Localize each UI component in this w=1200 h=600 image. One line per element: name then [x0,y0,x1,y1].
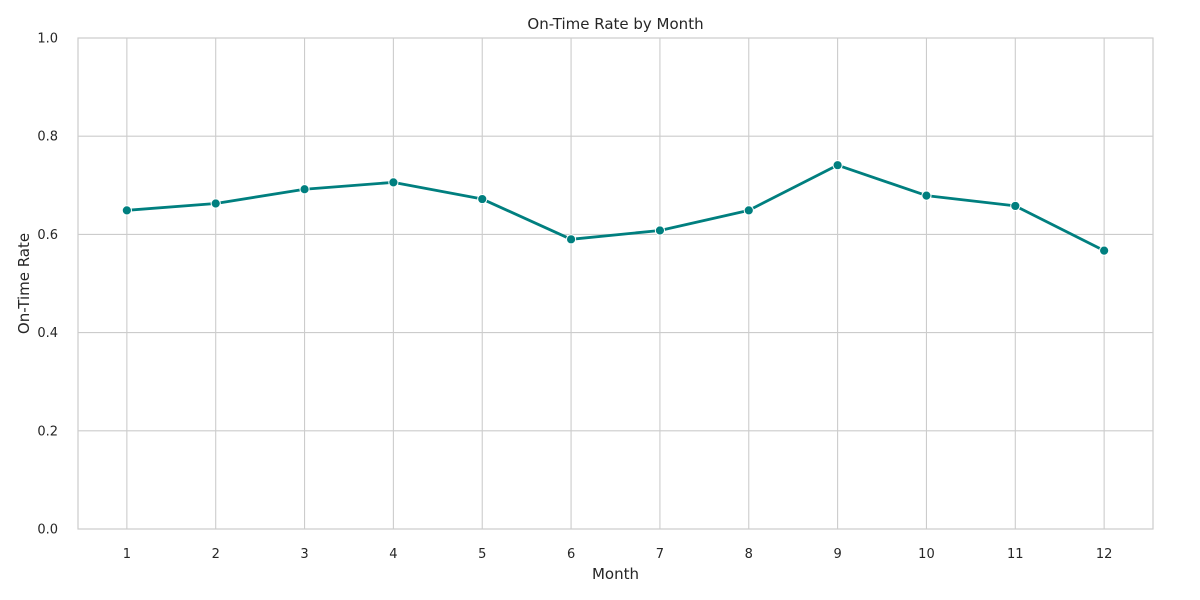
y-tick-label: 0.2 [37,424,58,439]
data-point [832,160,843,171]
data-point [1010,200,1021,212]
data-point [388,177,399,188]
x-tick-label: 7 [656,547,664,562]
x-tick-label: 8 [745,547,753,562]
x-tick-label: 6 [567,547,575,562]
y-tick-label: 0.0 [37,523,58,538]
data-point [210,198,221,209]
y-tick-label: 0.4 [37,326,58,341]
data-point [565,234,577,245]
x-tick-label: 3 [300,547,308,562]
x-tick-label: 5 [478,547,486,562]
x-tick-label: 4 [389,547,397,562]
plot-area-frame [77,37,1154,530]
x-tick-label: 12 [1096,547,1113,562]
chart-title: On-Time Rate by Month [527,15,703,33]
x-axis-label: Month [592,565,639,583]
data-point [477,193,488,205]
data-point [743,205,754,216]
data-point [1099,245,1110,256]
x-tick-label: 10 [918,547,935,562]
series-line [125,163,1106,253]
data-point [654,225,666,236]
data-point [299,184,310,195]
x-tick-label: 2 [212,547,220,562]
series-layer [121,160,1110,256]
y-tick-label: 0.8 [37,130,58,145]
x-tick-label: 11 [1007,547,1024,562]
tick-labels: 0.00.20.40.60.81.01 2 3 4 5 6 7 8 9 10 11 12 [37,32,1112,563]
data-point [121,205,132,216]
x-tick-label: 9 [833,547,841,562]
y-axis-label: On-Time Rate [15,233,33,334]
y-tick-label: 0.6 [37,228,58,243]
y-tick-label: 1.0 [37,32,58,47]
data-point [921,190,932,201]
x-tick-label: 1 [123,547,131,562]
